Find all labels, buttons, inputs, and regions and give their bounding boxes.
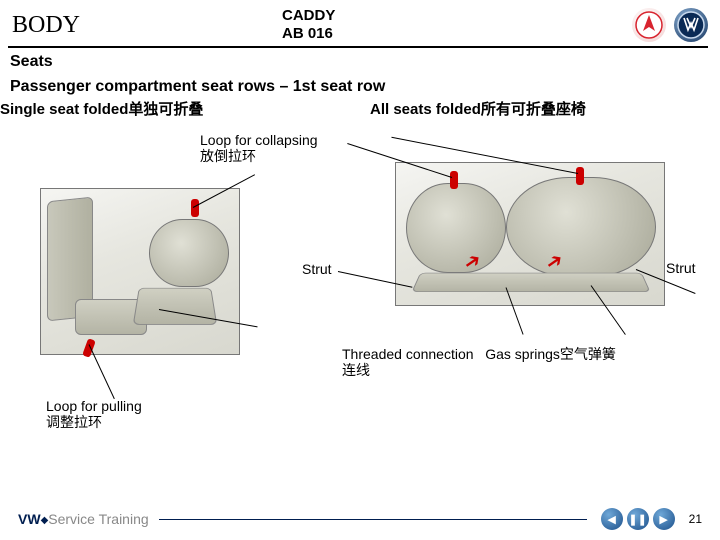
label-threaded-zh: 连线 xyxy=(342,362,616,379)
diagram-all-seats: ➔ ➔ xyxy=(395,162,665,306)
label-threaded: Threaded connection Gas springs空气弹簧 连线 xyxy=(342,346,616,380)
model-line2: AB 016 xyxy=(282,25,335,43)
subhead-left: Single seat folded单独可折叠 xyxy=(0,98,203,119)
header-title: BODY xyxy=(12,12,282,39)
header-model: CADDY AB 016 xyxy=(282,7,335,43)
label-strut-left: Strut xyxy=(300,260,334,279)
footer-brand: VW◆Service Training xyxy=(18,511,149,527)
svg-text:1: 1 xyxy=(648,21,651,27)
section-title-1: Seats xyxy=(0,48,720,73)
label-gas-springs: Gas springs空气弹簧 xyxy=(485,346,616,362)
footer-vw: VW xyxy=(18,511,41,527)
label-threaded-en: Threaded connection xyxy=(342,346,474,362)
vw-logo-icon xyxy=(674,8,708,42)
header: BODY CADDY AB 016 1 xyxy=(0,0,720,46)
page-number: 21 xyxy=(689,512,702,526)
label-loop-pull: Loop for pulling 调整拉环 xyxy=(46,398,142,432)
model-line1: CADDY xyxy=(282,7,335,25)
header-logos: 1 xyxy=(632,8,708,42)
label-strut-right: Strut xyxy=(666,260,696,277)
footer-rule xyxy=(159,519,587,520)
label-loop-collapse: Loop for collapsing 放倒拉环 xyxy=(200,132,318,166)
content-area: Single seat folded单独可折叠 All seats folded… xyxy=(0,98,720,518)
faw-logo-icon: 1 xyxy=(632,8,666,42)
footer: VW◆Service Training ◀ ❚❚ ▶ 21 xyxy=(0,508,720,530)
nav-next-button[interactable]: ▶ xyxy=(653,508,675,530)
section-title-2: Passenger compartment seat rows – 1st se… xyxy=(0,73,720,98)
label-loop-pull-en: Loop for pulling xyxy=(46,398,142,415)
nav-pause-button[interactable]: ❚❚ xyxy=(627,508,649,530)
subhead-right: All seats folded所有可折叠座椅 xyxy=(370,98,586,119)
label-loop-pull-zh: 调整拉环 xyxy=(46,414,142,431)
nav-prev-button[interactable]: ◀ xyxy=(601,508,623,530)
label-loop-collapse-en: Loop for collapsing xyxy=(200,132,318,149)
label-loop-collapse-zh: 放倒拉环 xyxy=(200,148,318,165)
diagram-single-seat xyxy=(40,188,240,355)
footer-rest: Service Training xyxy=(48,511,148,527)
